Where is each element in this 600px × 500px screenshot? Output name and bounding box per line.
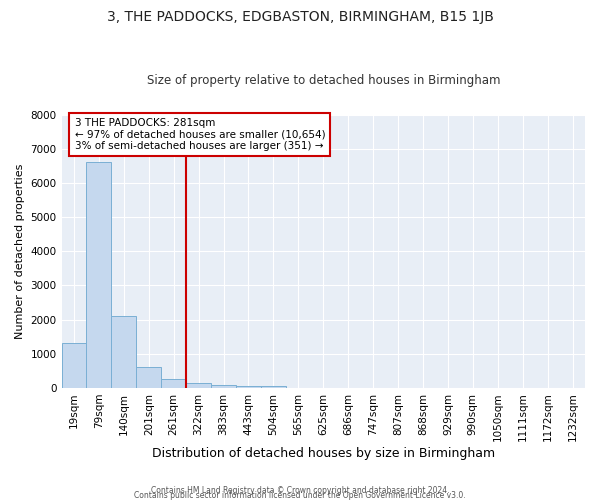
Text: Contains public sector information licensed under the Open Government Licence v3: Contains public sector information licen…: [134, 490, 466, 500]
Bar: [86, 162, 112, 388]
Bar: [186, 383, 211, 388]
Text: Contains HM Land Registry data © Crown copyright and database right 2024.: Contains HM Land Registry data © Crown c…: [151, 486, 449, 495]
Text: 3, THE PADDOCKS, EDGBASTON, BIRMINGHAM, B15 1JB: 3, THE PADDOCKS, EDGBASTON, BIRMINGHAM, …: [107, 10, 493, 24]
Bar: [62, 344, 86, 388]
Bar: [261, 386, 286, 388]
Bar: [161, 378, 186, 388]
X-axis label: Distribution of detached houses by size in Birmingham: Distribution of detached houses by size …: [152, 447, 495, 460]
Bar: [136, 366, 161, 388]
Bar: [112, 316, 136, 388]
Bar: [236, 386, 261, 388]
Title: Size of property relative to detached houses in Birmingham: Size of property relative to detached ho…: [146, 74, 500, 87]
Text: 3 THE PADDOCKS: 281sqm
← 97% of detached houses are smaller (10,654)
3% of semi-: 3 THE PADDOCKS: 281sqm ← 97% of detached…: [74, 118, 325, 151]
Bar: [211, 385, 236, 388]
Y-axis label: Number of detached properties: Number of detached properties: [15, 164, 25, 339]
